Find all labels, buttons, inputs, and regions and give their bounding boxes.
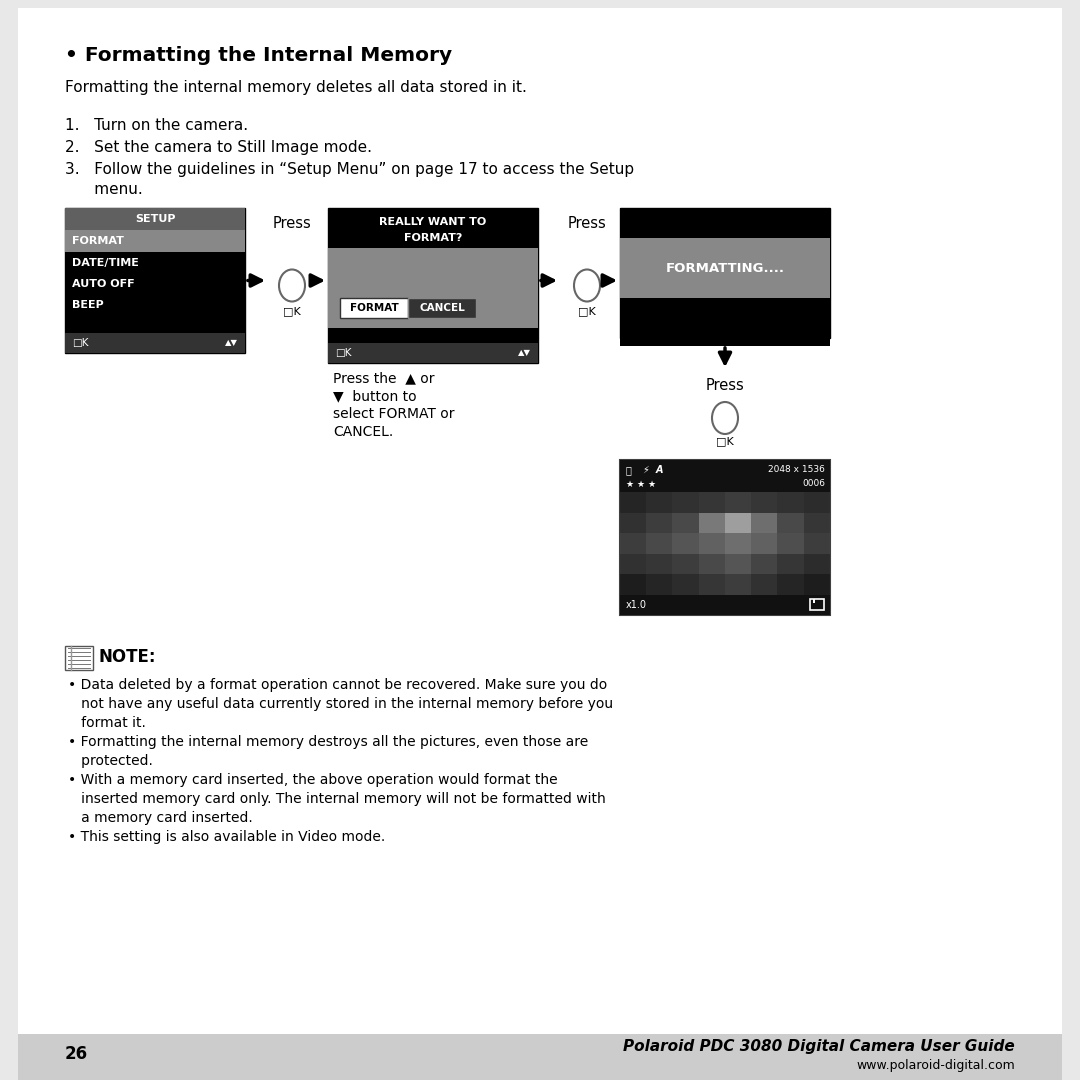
Text: inserted memory card only. The internal memory will not be formatted with: inserted memory card only. The internal … [68, 792, 606, 806]
Text: 0006: 0006 [802, 480, 825, 488]
Text: ★ ★ ★: ★ ★ ★ [626, 480, 657, 488]
Text: • Data deleted by a format operation cannot be recovered. Make sure you do: • Data deleted by a format operation can… [68, 678, 607, 692]
Bar [408, 298, 476, 318]
Text: Press: Press [568, 216, 606, 231]
Bar [813, 599, 815, 603]
Bar [620, 298, 831, 346]
Text: Press: Press [272, 216, 311, 231]
Bar [328, 343, 538, 363]
Text: format it.: format it. [68, 716, 146, 730]
Text: ▲▼: ▲▼ [225, 338, 238, 348]
Text: www.polaroid-digital.com: www.polaroid-digital.com [856, 1058, 1015, 1071]
Text: 2048 x 1536: 2048 x 1536 [768, 465, 825, 474]
Text: ⚡: ⚡ [642, 465, 649, 475]
Bar [18, 1034, 1062, 1080]
Text: protected.: protected. [68, 754, 153, 768]
Bar [65, 333, 245, 353]
Text: • Formatting the internal memory destroys all the pictures, even those are: • Formatting the internal memory destroy… [68, 735, 589, 750]
Text: 2.   Set the camera to Still Image mode.: 2. Set the camera to Still Image mode. [65, 140, 372, 156]
Text: FORMAT?: FORMAT? [404, 233, 462, 243]
Bar [620, 460, 831, 492]
Text: not have any useful data currently stored in the internal memory before you: not have any useful data currently store… [68, 697, 613, 711]
Ellipse shape [712, 402, 738, 434]
Text: □K: □K [283, 307, 301, 316]
Text: □K: □K [578, 307, 596, 316]
Bar [328, 208, 538, 363]
Bar [620, 238, 831, 298]
Text: 1.   Turn on the camera.: 1. Turn on the camera. [65, 118, 248, 133]
Text: menu.: menu. [65, 183, 143, 197]
Text: FORMAT: FORMAT [72, 237, 124, 246]
Text: Polaroid PDC 3080 Digital Camera User Guide: Polaroid PDC 3080 Digital Camera User Gu… [623, 1039, 1015, 1054]
Text: select FORMAT or: select FORMAT or [333, 407, 455, 421]
Text: AUTO OFF: AUTO OFF [72, 279, 135, 289]
Ellipse shape [573, 270, 600, 301]
Text: • This setting is also available in Video mode.: • This setting is also available in Vide… [68, 831, 386, 843]
Text: □K: □K [716, 436, 734, 446]
Bar [65, 230, 245, 252]
Text: SETUP: SETUP [135, 214, 175, 224]
Text: BEEP: BEEP [72, 300, 104, 310]
Text: • With a memory card inserted, the above operation would format the: • With a memory card inserted, the above… [68, 773, 557, 787]
Text: FORMAT: FORMAT [350, 303, 399, 313]
Text: x1.0: x1.0 [626, 600, 647, 610]
Text: REALLY WANT TO: REALLY WANT TO [379, 217, 487, 227]
Text: Press the  ▲ or: Press the ▲ or [333, 372, 434, 384]
Text: NOTE:: NOTE: [98, 648, 156, 666]
Text: 26: 26 [65, 1045, 89, 1063]
Bar [65, 208, 245, 230]
Text: Press: Press [705, 378, 744, 393]
Bar [810, 599, 824, 610]
Bar [328, 248, 538, 328]
Bar [340, 298, 408, 318]
Bar [620, 208, 831, 338]
Text: • Formatting the Internal Memory: • Formatting the Internal Memory [65, 46, 453, 65]
Text: □K: □K [335, 348, 351, 357]
Text: Formatting the internal memory deletes all data stored in it.: Formatting the internal memory deletes a… [65, 80, 527, 95]
Text: CANCEL.: CANCEL. [333, 426, 393, 438]
Text: DATE/TIME: DATE/TIME [72, 258, 139, 268]
Text: 3.   Follow the guidelines in “Setup Menu” on page 17 to access the Setup: 3. Follow the guidelines in “Setup Menu”… [65, 162, 634, 177]
Text: ▲▼: ▲▼ [518, 349, 531, 357]
Text: 📷: 📷 [626, 465, 632, 475]
Text: ▼  button to: ▼ button to [333, 389, 417, 403]
Text: CANCEL: CANCEL [419, 303, 464, 313]
Bar [65, 646, 93, 670]
Text: A: A [656, 465, 663, 475]
Bar [620, 208, 831, 238]
Text: □K: □K [72, 338, 89, 348]
Ellipse shape [279, 270, 305, 301]
Bar [620, 460, 831, 615]
Text: FORMATTING....: FORMATTING.... [665, 261, 784, 274]
Bar [65, 208, 245, 353]
Text: a memory card inserted.: a memory card inserted. [68, 811, 253, 825]
Bar [620, 595, 831, 615]
